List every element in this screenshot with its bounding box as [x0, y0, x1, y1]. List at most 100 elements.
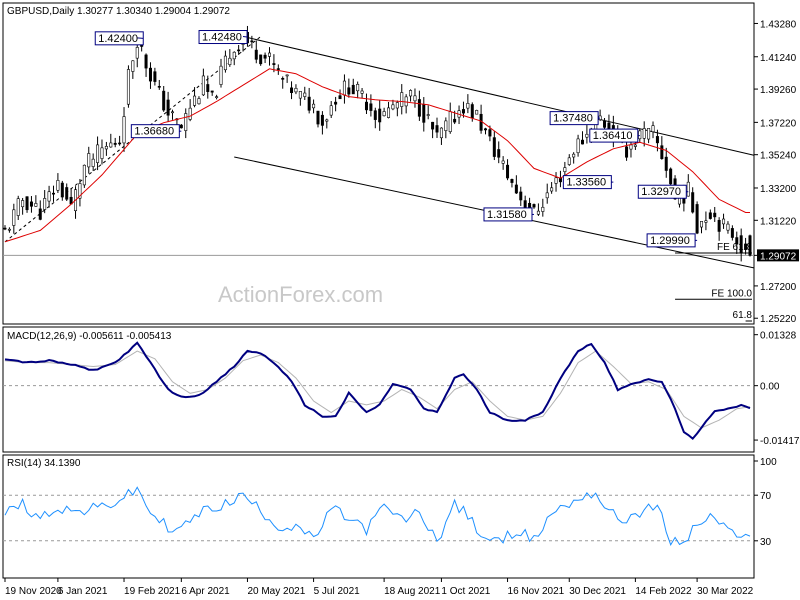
- rsi-layer: [3, 486, 754, 546]
- candle: [479, 104, 483, 134]
- candle: [554, 172, 558, 192]
- candle: [325, 118, 329, 129]
- price-callout: 1.32970: [637, 184, 689, 199]
- candle: [157, 79, 161, 90]
- macd-panel-frame: [2, 326, 755, 453]
- candle: [400, 84, 404, 115]
- price-callout: 1.42480: [198, 30, 248, 45]
- candle: [642, 121, 646, 147]
- candle: [351, 78, 355, 95]
- candle: [338, 89, 342, 100]
- candle: [700, 221, 704, 234]
- candle: [109, 133, 113, 148]
- candle: [409, 89, 413, 102]
- candle: [43, 190, 47, 214]
- candle: [356, 81, 360, 99]
- candle: [60, 180, 64, 201]
- candle: [382, 107, 386, 117]
- candle: [360, 87, 364, 99]
- candle: [431, 121, 435, 139]
- candle: [312, 99, 316, 114]
- candle: [532, 203, 536, 209]
- x-tick-label: 20 May 2021: [247, 586, 305, 597]
- candle: [660, 136, 664, 160]
- candle: [307, 87, 311, 114]
- x-tick-label: 19 Nov 2020: [5, 586, 62, 597]
- candle: [228, 49, 232, 67]
- candle: [96, 136, 100, 171]
- price-callout: 1.37480: [549, 111, 601, 126]
- current-price-tag: 1.29072: [760, 251, 797, 262]
- candle: [510, 178, 514, 188]
- candle: [536, 203, 540, 216]
- candle: [56, 173, 60, 194]
- price-tick-label: 1.31220: [760, 216, 797, 227]
- candles: [3, 25, 752, 262]
- watermark: ActionForex.com: [218, 282, 383, 307]
- candle: [708, 209, 712, 220]
- x-tick-label: 19 Feb 2021: [124, 586, 181, 597]
- candle: [188, 99, 192, 122]
- candle: [126, 65, 130, 108]
- candle: [514, 175, 518, 194]
- rsi-title: RSI(14) 34.1390: [7, 458, 81, 469]
- candle: [285, 74, 289, 83]
- candle: [647, 128, 651, 144]
- candle: [210, 90, 214, 96]
- candle: [461, 101, 465, 118]
- axis-layer: 1.43280 1.41240 1.39260 1.37220 1.35240 1.332…: [4, 19, 800, 597]
- svg-text:1.37480: 1.37480: [553, 113, 593, 125]
- rsi-tick-label: 30: [760, 537, 772, 548]
- candle: [74, 186, 78, 219]
- macd-layer: [3, 341, 754, 440]
- candle: [272, 54, 276, 73]
- price-tick-label: 1.39260: [760, 85, 797, 96]
- candle: [391, 99, 395, 111]
- x-tick-label: 14 Feb 2022: [635, 586, 692, 597]
- macd-tick-label: 0.01328: [760, 331, 797, 342]
- candle: [722, 213, 726, 229]
- candle: [3, 225, 7, 231]
- candle: [651, 121, 655, 139]
- candle: [298, 91, 302, 106]
- price-layer: FE 61.8 FE 100.0 61.8 1.42400 1.42480 1.36680…: [3, 25, 755, 322]
- candle: [82, 164, 86, 188]
- x-tick-label: 6 Jan 2021: [58, 586, 108, 597]
- candle: [148, 62, 152, 89]
- candle: [201, 68, 205, 96]
- candle: [100, 139, 104, 165]
- candle: [254, 40, 258, 64]
- candle: [171, 109, 175, 120]
- candle: [144, 53, 148, 77]
- macd-signal-line: [4, 350, 751, 429]
- rsi-tick-label: 70: [760, 491, 772, 502]
- candle: [65, 183, 69, 201]
- candle: [585, 125, 589, 144]
- candle: [135, 41, 139, 68]
- x-tick-label: 16 Nov 2021: [508, 586, 565, 597]
- candle: [25, 196, 29, 213]
- price-callout: 1.29990: [646, 233, 698, 248]
- candle: [550, 182, 554, 194]
- price-callout: 1.31580: [483, 207, 534, 222]
- candle: [78, 178, 82, 207]
- candle: [373, 107, 377, 129]
- candle: [232, 51, 236, 66]
- candle: [598, 109, 602, 122]
- candle: [193, 87, 197, 108]
- candle: [303, 86, 307, 101]
- rsi-panel-frame: [2, 454, 755, 579]
- fib-level-label: 61.8: [733, 310, 753, 321]
- candle: [237, 44, 241, 55]
- candle: [387, 101, 391, 119]
- candle: [166, 91, 170, 123]
- price-callout: 1.36680: [130, 124, 182, 139]
- x-tick-label: 6 Apr 2021: [181, 586, 230, 597]
- candle: [153, 67, 157, 86]
- svg-text:1.32970: 1.32970: [641, 186, 681, 198]
- candle: [347, 78, 351, 98]
- svg-text:1.33560: 1.33560: [566, 177, 606, 189]
- candle: [466, 94, 470, 114]
- rsi-tick-label: 100: [760, 457, 777, 468]
- candle: [519, 186, 523, 206]
